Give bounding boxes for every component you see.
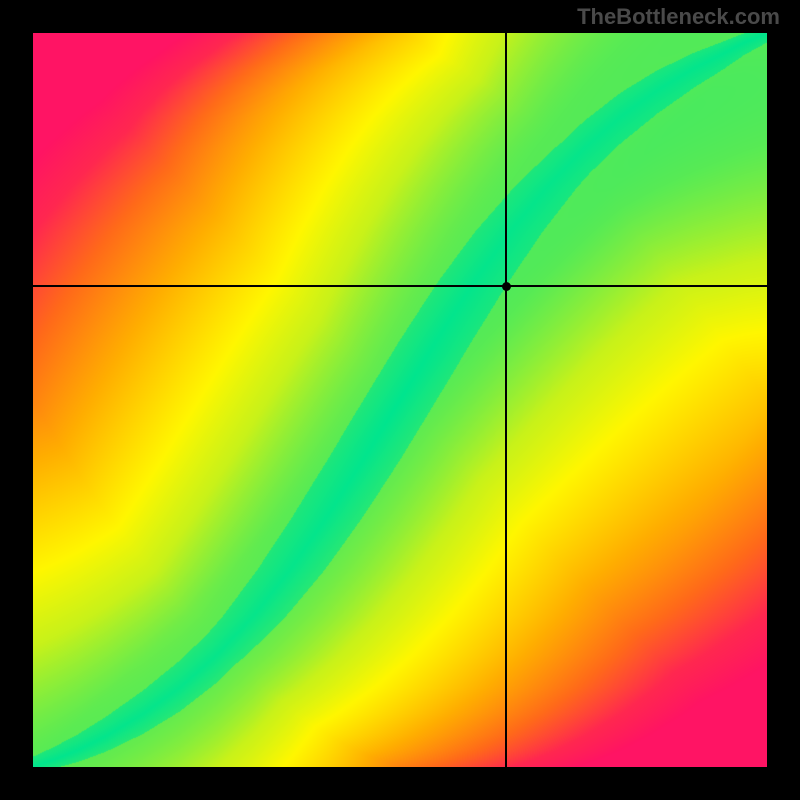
bottleneck-heatmap [33, 33, 767, 767]
chart-container: TheBottleneck.com [0, 0, 800, 800]
crosshair-horizontal [33, 285, 767, 287]
crosshair-vertical [505, 33, 507, 767]
crosshair-marker [502, 282, 511, 291]
watermark-text: TheBottleneck.com [577, 4, 780, 30]
